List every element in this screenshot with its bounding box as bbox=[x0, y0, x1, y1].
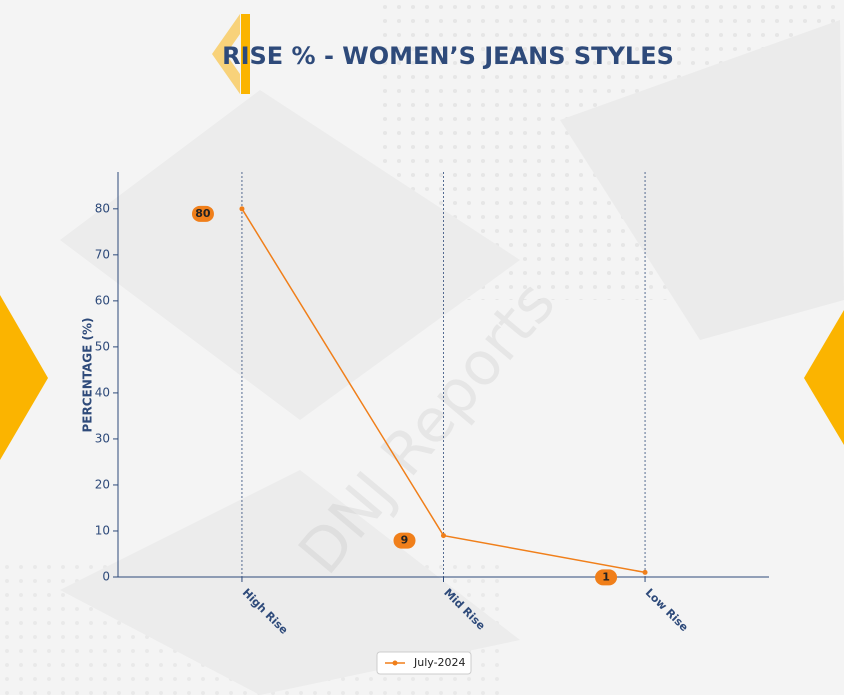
value-label: 1 bbox=[602, 570, 610, 583]
data-point bbox=[642, 569, 648, 575]
y-tick-label: 40 bbox=[95, 385, 110, 399]
y-tick-label: 0 bbox=[102, 570, 110, 584]
decor-triangle bbox=[804, 310, 844, 445]
y-tick-label: 60 bbox=[95, 293, 110, 307]
value-label: 9 bbox=[401, 534, 409, 547]
value-badge bbox=[393, 532, 416, 549]
decor-shape bbox=[60, 470, 520, 695]
y-tick-label: 70 bbox=[95, 247, 110, 261]
value-badge bbox=[191, 205, 214, 222]
title-icon bbox=[212, 14, 240, 94]
decor-triangle bbox=[0, 295, 48, 460]
legend-box bbox=[376, 651, 472, 675]
legend-marker bbox=[392, 660, 398, 666]
y-tick-label: 20 bbox=[95, 477, 110, 491]
decor-shape bbox=[60, 90, 520, 420]
decor-shape bbox=[560, 20, 844, 340]
title-icon bbox=[241, 14, 250, 94]
y-axis-label: PERCENTAGE (%) bbox=[81, 317, 95, 432]
y-tick-label: 50 bbox=[95, 339, 110, 353]
data-point bbox=[441, 533, 446, 539]
y-tick-label: 10 bbox=[95, 523, 110, 537]
legend-label: July-2024 bbox=[413, 656, 466, 669]
value-label: 80 bbox=[195, 207, 211, 220]
value-badge bbox=[595, 569, 618, 586]
y-tick-label: 30 bbox=[95, 431, 110, 445]
data-point bbox=[239, 206, 245, 212]
y-tick-label: 80 bbox=[95, 201, 110, 215]
chart-title: RISE % - WOMEN’S JEANS STYLES bbox=[222, 42, 674, 70]
